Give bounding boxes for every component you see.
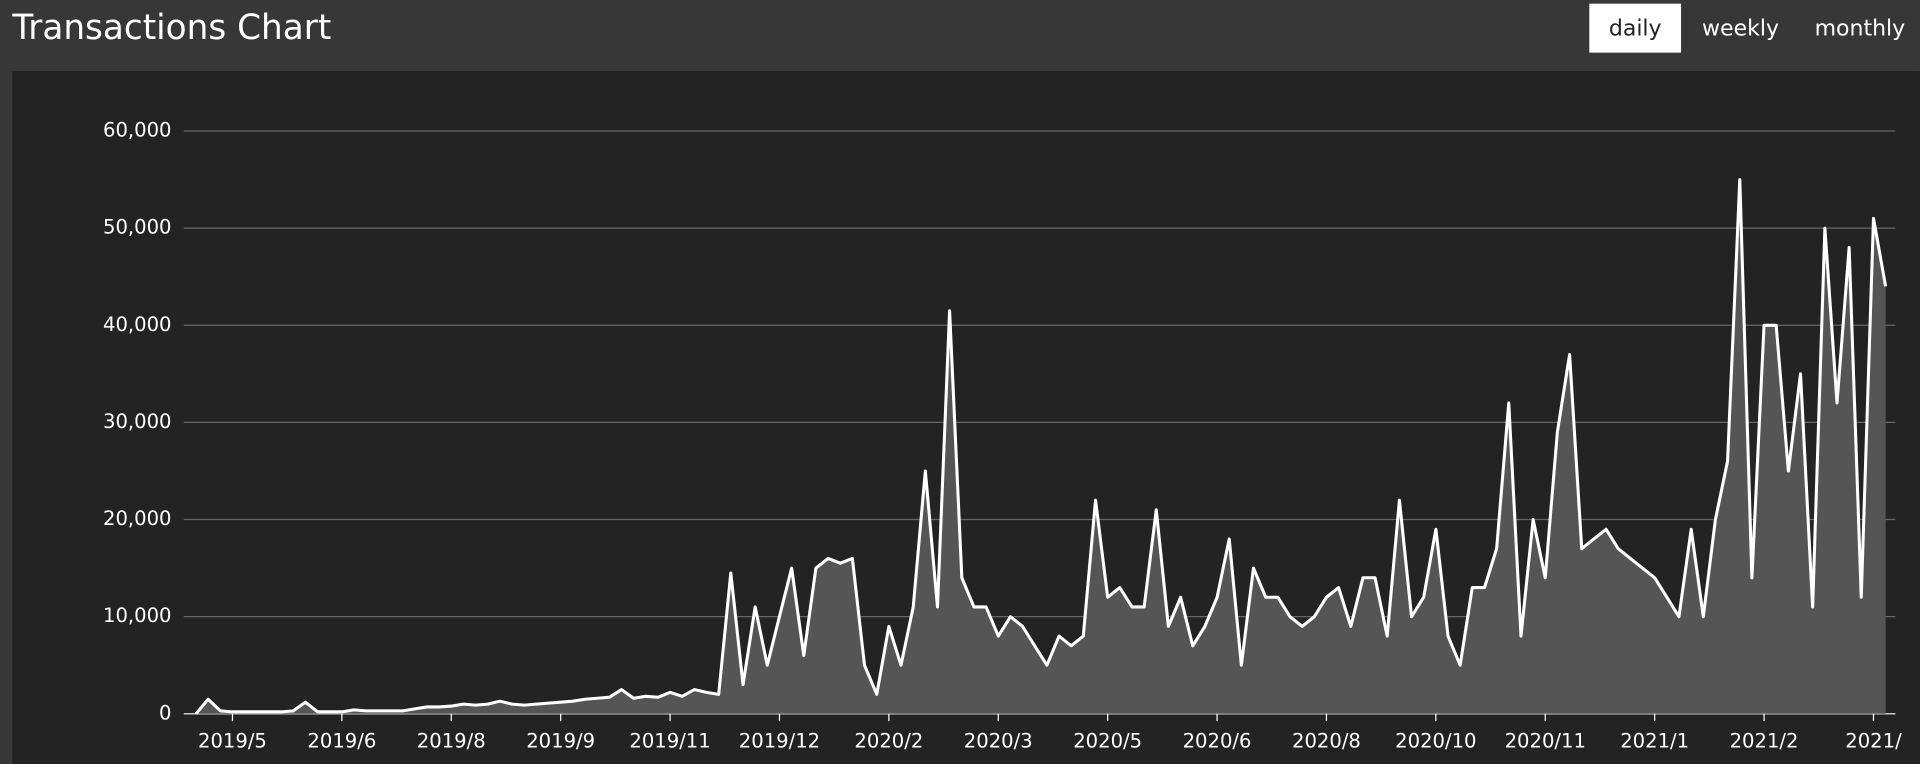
toggle-label[interactable]: monthly — [1815, 16, 1906, 41]
x-tick-label: 2020/6 — [1183, 729, 1252, 752]
x-tick-label: 2019/11 — [629, 729, 710, 752]
toggle-label[interactable]: weekly — [1702, 16, 1779, 41]
x-tick-label: 2020/5 — [1073, 729, 1142, 752]
toggle-label[interactable]: daily — [1609, 16, 1662, 41]
toggle-button[interactable] — [1589, 3, 1682, 53]
x-tick-label: 2019/6 — [307, 729, 376, 752]
x-tick-label: 2019/12 — [739, 729, 820, 752]
x-tick-label: 2020/11 — [1505, 729, 1586, 752]
x-tick-label: 2019/8 — [417, 729, 486, 752]
area — [196, 179, 1886, 714]
y-tick-label: 20,000 — [103, 507, 172, 530]
x-tick-label: 2020/10 — [1395, 729, 1476, 752]
x-tick-label: 2021/1 — [1620, 729, 1689, 752]
toggle-button[interactable] — [1681, 3, 1800, 53]
x-tick-label: 2020/2 — [854, 729, 923, 752]
x-tick-label: 2020/3 — [964, 729, 1033, 752]
toggle-button[interactable] — [1799, 3, 1920, 53]
page-title: Transactions Chart — [11, 8, 331, 48]
y-tick-label: 30,000 — [103, 410, 172, 433]
x-tick-label: 2021/ — [1845, 729, 1902, 752]
y-tick-label: 10,000 — [103, 604, 172, 627]
x-tick-label: 2020/8 — [1292, 729, 1361, 752]
y-tick-label: 60,000 — [103, 119, 172, 142]
x-tick-label: 2019/5 — [198, 729, 267, 752]
y-tick-label: 50,000 — [103, 216, 172, 239]
x-tick-label: 2019/9 — [526, 729, 595, 752]
x-tick-label: 2021/2 — [1730, 729, 1799, 752]
line — [194, 178, 1888, 715]
y-tick-label: 40,000 — [103, 313, 172, 336]
y-tick-label: 0 — [159, 701, 171, 724]
